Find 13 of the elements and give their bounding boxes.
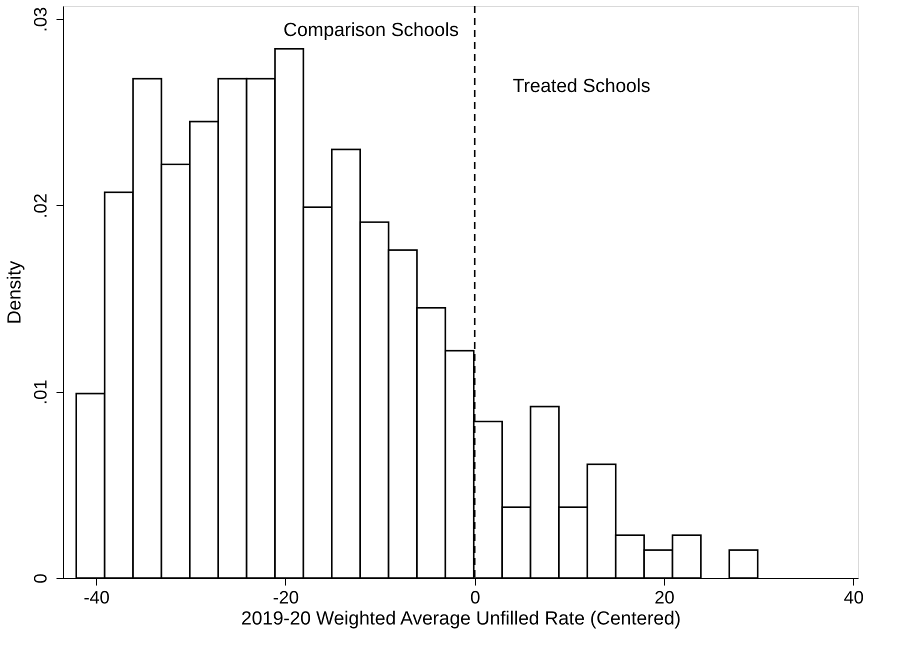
x-axis-title: 2019-20 Weighted Average Unfilled Rate (Centered) [241,608,681,630]
annotation: Treated Schools [512,76,650,97]
annotation: Comparison Schools [283,20,459,41]
y-tick-label: .03 [30,7,50,32]
x-tick-label: 20 [654,588,674,608]
x-tick-label: -20 [272,588,299,608]
y-tick-label: .01 [30,380,50,405]
y-tick-label: 0 [30,573,50,584]
x-tick-label: 40 [844,588,864,608]
y-axis-title: Density [4,260,26,324]
y-tick-label: .02 [30,193,50,218]
x-tick-label: 0 [470,588,480,608]
x-tick-label: -40 [84,588,110,608]
